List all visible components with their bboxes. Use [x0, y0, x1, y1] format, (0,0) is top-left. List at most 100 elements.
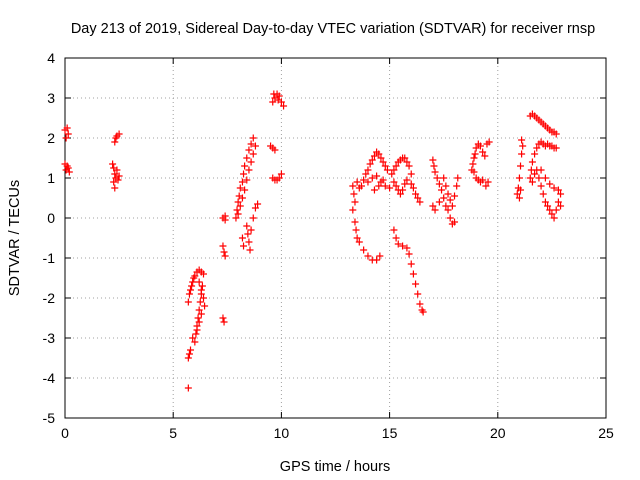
data-point	[368, 174, 376, 182]
data-point	[379, 158, 387, 166]
data-point	[112, 134, 120, 142]
y-axis-label: SDTVAR / TECUs	[7, 180, 23, 296]
data-point	[368, 156, 376, 164]
data-point	[517, 162, 525, 170]
axis-ticks: 0 5 10 15 20 25 -5 -4 -3 -2 -1 0 1 2 3 4	[43, 50, 614, 441]
data-point	[185, 290, 193, 298]
data-point	[355, 238, 363, 246]
data-point	[479, 176, 487, 184]
data-point	[243, 176, 251, 184]
y-tick-label: 3	[47, 90, 55, 106]
data-point	[196, 298, 204, 306]
data-point	[357, 182, 365, 190]
data-point	[431, 168, 439, 176]
data-point	[115, 130, 123, 138]
data-point	[472, 144, 480, 152]
data-point	[390, 178, 398, 186]
data-point	[219, 242, 227, 250]
data-point	[518, 150, 526, 158]
data-point	[277, 170, 285, 178]
data-point	[349, 206, 357, 214]
data-point	[236, 202, 244, 210]
data-point	[541, 174, 549, 182]
data-point	[541, 198, 549, 206]
data-point	[113, 166, 121, 174]
data-point	[246, 246, 254, 254]
data-point	[280, 102, 288, 110]
data-point	[349, 182, 357, 190]
data-point	[370, 186, 378, 194]
data-point	[396, 190, 404, 198]
data-point	[392, 234, 400, 242]
data-point	[241, 162, 249, 170]
data-point	[416, 198, 424, 206]
data-point	[531, 150, 539, 158]
data-point	[115, 172, 123, 180]
data-point	[243, 154, 251, 162]
data-point	[241, 186, 249, 194]
data-point	[220, 248, 228, 256]
data-point	[191, 338, 199, 346]
data-point	[429, 202, 437, 210]
data-point	[554, 186, 562, 194]
data-point	[513, 190, 521, 198]
data-point	[111, 170, 119, 178]
data-point	[440, 194, 448, 202]
data-point	[469, 160, 477, 168]
data-point	[353, 234, 361, 242]
data-point	[537, 182, 545, 190]
data-point	[375, 182, 383, 190]
data-point	[451, 218, 459, 226]
data-point	[191, 272, 199, 280]
data-point	[269, 98, 277, 106]
data-point	[364, 178, 372, 186]
data-point	[440, 174, 448, 182]
data-point	[184, 354, 192, 362]
data-point	[270, 90, 278, 98]
data-point	[435, 198, 443, 206]
x-tick-label: 10	[274, 425, 290, 441]
data-point	[546, 206, 554, 214]
data-point	[482, 182, 490, 190]
data-point	[548, 210, 556, 218]
data-point	[221, 212, 229, 220]
data-point	[192, 330, 200, 338]
data-point	[476, 142, 484, 150]
data-point	[431, 206, 439, 214]
data-point	[433, 174, 441, 182]
data-point	[399, 242, 407, 250]
data-point	[515, 194, 523, 202]
data-point	[274, 96, 282, 104]
data-point	[454, 174, 462, 182]
data-point	[220, 318, 228, 326]
data-point	[232, 214, 240, 222]
data-point	[414, 194, 422, 202]
data-point	[453, 182, 461, 190]
data-point	[430, 162, 438, 170]
data-point	[194, 314, 202, 322]
data-point	[184, 384, 192, 392]
data-point	[552, 206, 560, 214]
data-point	[199, 294, 207, 302]
data-point	[407, 180, 415, 188]
data-point	[199, 270, 207, 278]
data-point	[531, 170, 539, 178]
x-tick-label: 5	[169, 425, 177, 441]
data-point	[390, 226, 398, 234]
data-point	[275, 92, 283, 100]
data-point	[353, 178, 361, 186]
data-point	[249, 150, 257, 158]
data-point	[249, 134, 257, 142]
data-point	[392, 162, 400, 170]
data-point	[193, 326, 201, 334]
data-point	[373, 256, 381, 264]
data-point	[195, 318, 203, 326]
data-point	[444, 206, 452, 214]
data-point	[254, 200, 262, 208]
data-point	[197, 286, 205, 294]
data-point	[350, 190, 358, 198]
data-point	[533, 144, 541, 152]
data-point	[375, 150, 383, 158]
data-point	[401, 154, 409, 162]
